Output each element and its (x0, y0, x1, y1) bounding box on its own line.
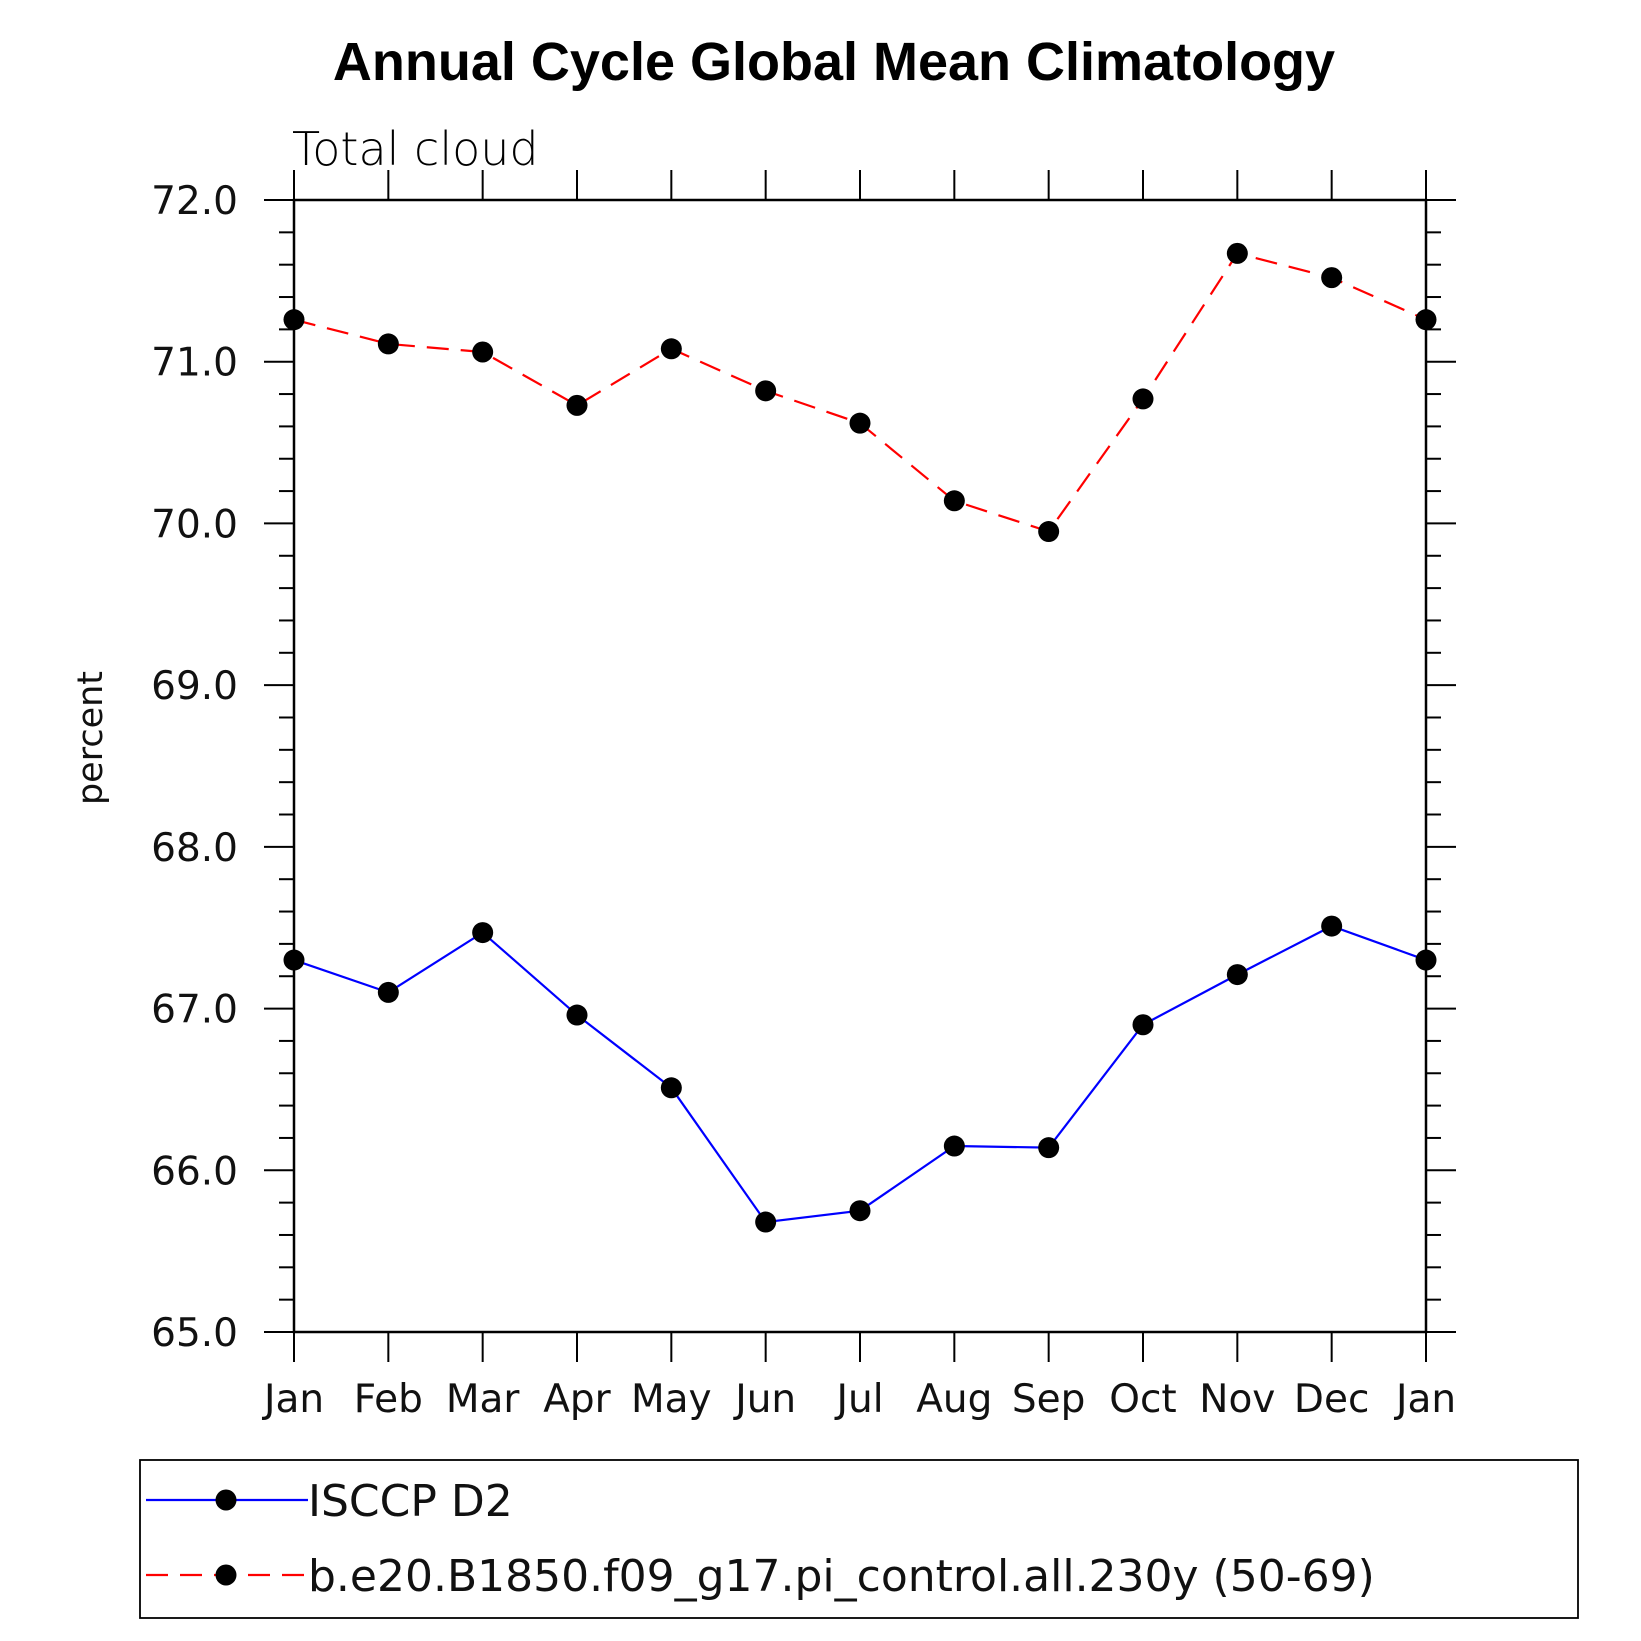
data-point (755, 1211, 777, 1233)
series-layer (283, 242, 1437, 1233)
y-tick-label: 67.0 (151, 988, 238, 1033)
x-tick-label: May (631, 1377, 712, 1422)
legend-box (139, 1459, 1579, 1619)
data-point (660, 1077, 682, 1099)
series-2 (283, 242, 1437, 543)
y-axis-label: percent (71, 671, 111, 805)
y-tick-label: 65.0 (151, 1311, 238, 1356)
y-tick-label: 71.0 (151, 341, 238, 386)
legend: ISCCP D2 b.e20.B1850.f09_g17.pi_control.a… (139, 1459, 1579, 1619)
data-point (377, 333, 399, 355)
x-tick-label: Jul (833, 1377, 883, 1422)
data-point (1038, 1137, 1060, 1159)
data-point (849, 412, 871, 434)
data-point (1321, 267, 1343, 289)
y-tick-label: 66.0 (151, 1149, 238, 1194)
data-point (283, 949, 305, 971)
data-point (1321, 915, 1343, 937)
data-point (1415, 309, 1437, 331)
plot-frame (292, 198, 1428, 1334)
x-tick-label: Aug (916, 1377, 992, 1422)
data-point (1226, 242, 1248, 264)
data-point (1038, 521, 1060, 543)
data-point (566, 394, 588, 416)
legend-marker-2 (215, 1564, 237, 1586)
data-point (566, 1004, 588, 1026)
data-point (660, 338, 682, 360)
x-tick-label: Sep (1012, 1377, 1086, 1422)
legend-marker-1 (215, 1489, 237, 1511)
data-point (1132, 1014, 1154, 1036)
x-tick-label: Jun (732, 1377, 796, 1422)
data-point (377, 981, 399, 1003)
y-tick-label: 70.0 (151, 502, 238, 547)
series-line (293, 252, 1427, 533)
y-tick-label: 68.0 (151, 826, 238, 871)
data-point (472, 922, 494, 944)
x-tick-label: Oct (1109, 1377, 1176, 1422)
data-point (1415, 949, 1437, 971)
data-point (943, 490, 965, 512)
plot-axes: 65.0 66.0 67.0 68.0 69.0 70.0 71.0 72.0 Jan Feb Ma… (151, 170, 1456, 1422)
data-point (472, 341, 494, 363)
data-point (943, 1135, 965, 1157)
data-point (283, 309, 305, 331)
x-tick-label: Nov (1199, 1377, 1275, 1422)
data-point (849, 1200, 871, 1222)
chart-title: Annual Cycle Global Mean Climatology (333, 32, 1335, 92)
x-tick-label: Mar (446, 1377, 521, 1422)
chart-subtitle: Total cloud (292, 122, 539, 176)
x-tick-label: Feb (354, 1377, 423, 1422)
legend-label-1: ISCCP D2 (308, 1476, 513, 1527)
x-tick-label: Dec (1294, 1377, 1369, 1422)
x-tick-label: Apr (543, 1377, 611, 1422)
data-point (1132, 388, 1154, 410)
x-tick-label: Jan (1393, 1377, 1456, 1422)
x-tick-label: Jan (261, 1377, 324, 1422)
y-tick-label: 72.0 (151, 179, 238, 224)
series-1 (283, 915, 1437, 1233)
data-point (1226, 964, 1248, 986)
y-tick-label: 69.0 (151, 664, 238, 709)
legend-label-2: b.e20.B1850.f09_g17.pi_control.all.230y … (308, 1551, 1375, 1602)
data-point (755, 380, 777, 402)
series-line (293, 924, 1427, 1224)
